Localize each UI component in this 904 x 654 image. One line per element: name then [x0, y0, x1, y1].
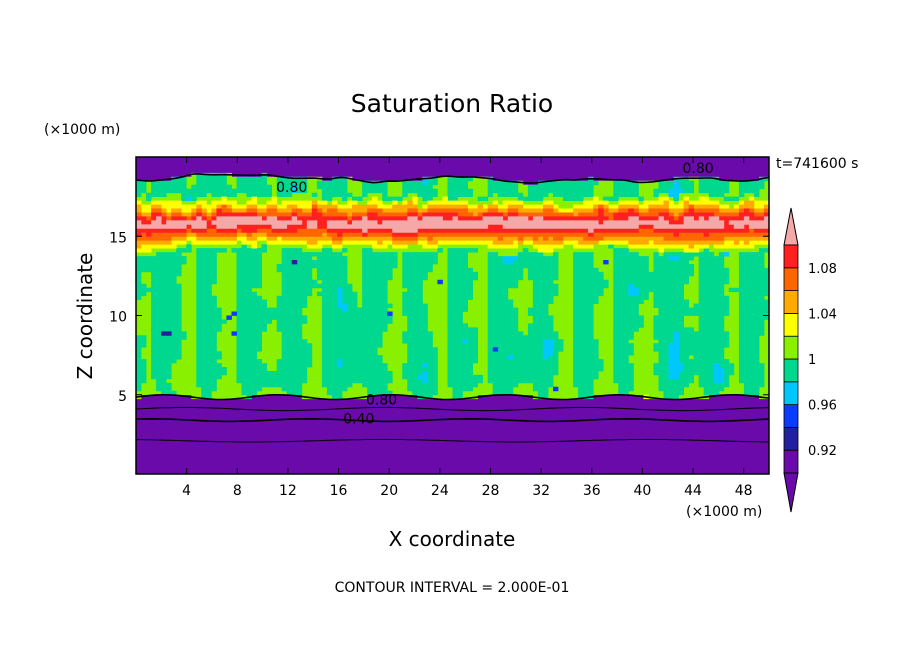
colorbar-band	[783, 312, 799, 337]
y-tick-label: 5	[118, 389, 127, 405]
colorbar-band	[783, 244, 799, 269]
heatmap-band-5	[136, 204, 769, 241]
contour-label: 0.80	[276, 180, 307, 196]
contour-0.80-lower	[136, 394, 769, 401]
contour-lines	[136, 173, 769, 443]
x-axis-label: X coordinate	[389, 527, 516, 551]
colorbar-band	[783, 335, 799, 360]
colorbar-band	[783, 358, 799, 383]
colorbar-band	[783, 290, 799, 314]
colorbar-tick-label: 0.92	[808, 444, 837, 459]
colorbar: 0.92 0.96 1 1.04 1.08	[783, 207, 837, 513]
colorbar-tick-label: 0.96	[808, 399, 837, 414]
x-tick-label: 28	[482, 483, 500, 499]
colorbar-band	[783, 404, 799, 428]
colorbar-band	[783, 449, 799, 474]
colorbar-extend-max	[783, 207, 799, 246]
contour-0.40	[136, 417, 769, 423]
y-axis-label: Z coordinate	[73, 253, 97, 380]
contour-interval-footer: CONTOUR INTERVAL = 2.000E-01	[335, 580, 570, 596]
x-units-label: (×1000 m)	[686, 504, 762, 520]
heatmap-band-6	[136, 208, 769, 237]
colorbar-band	[783, 381, 799, 405]
colorbar-extend-min	[783, 472, 799, 513]
x-tick-label: 20	[380, 483, 398, 499]
x-tick-label: 32	[532, 483, 550, 499]
heatmap-field	[136, 157, 769, 474]
heatmap-band-0	[136, 157, 769, 474]
contour-lower-a	[136, 406, 769, 412]
x-tick-label: 48	[735, 483, 753, 499]
contour-label: 0.40	[343, 412, 374, 428]
chart-title: Saturation Ratio	[351, 89, 553, 118]
contour-labels: 0.80 0.80 0.80 0.40	[276, 161, 714, 427]
colorbar-tick-label: 1.04	[808, 307, 837, 322]
colorbar-tick-label: 1.08	[808, 262, 837, 277]
x-tick-label: 36	[583, 483, 601, 499]
x-tick-label: 40	[633, 483, 651, 499]
colorbar-tick-label: 1	[808, 353, 816, 368]
heatmap-band-1	[136, 172, 769, 400]
contour-0.80-upper	[136, 173, 769, 184]
x-tick-label: 4	[182, 483, 191, 499]
x-tick-label: 8	[233, 483, 242, 499]
x-axis-ticks: 4 8 12 16 20 24 28 32 36 40 44 48	[182, 157, 753, 499]
y-units-label: (×1000 m)	[44, 122, 120, 138]
contour-lower-b	[136, 438, 769, 443]
heatmap-band-2	[136, 172, 769, 400]
x-tick-label: 16	[330, 483, 348, 499]
y-axis-ticks: 5 10 15	[109, 230, 769, 405]
y-tick-label: 10	[109, 310, 127, 326]
heatmap-band-7	[136, 216, 769, 233]
x-tick-label: 12	[279, 483, 297, 499]
time-label: t=741600 s	[776, 156, 858, 172]
x-tick-label: 44	[684, 483, 702, 499]
colorbar-band	[783, 426, 799, 451]
y-tick-label: 15	[109, 230, 127, 246]
colorbar-band	[783, 267, 799, 291]
contour-label: 0.80	[683, 161, 714, 177]
contour-label: 0.80	[366, 393, 397, 409]
heatmap-band-9	[186, 176, 730, 384]
x-tick-label: 24	[431, 483, 449, 499]
